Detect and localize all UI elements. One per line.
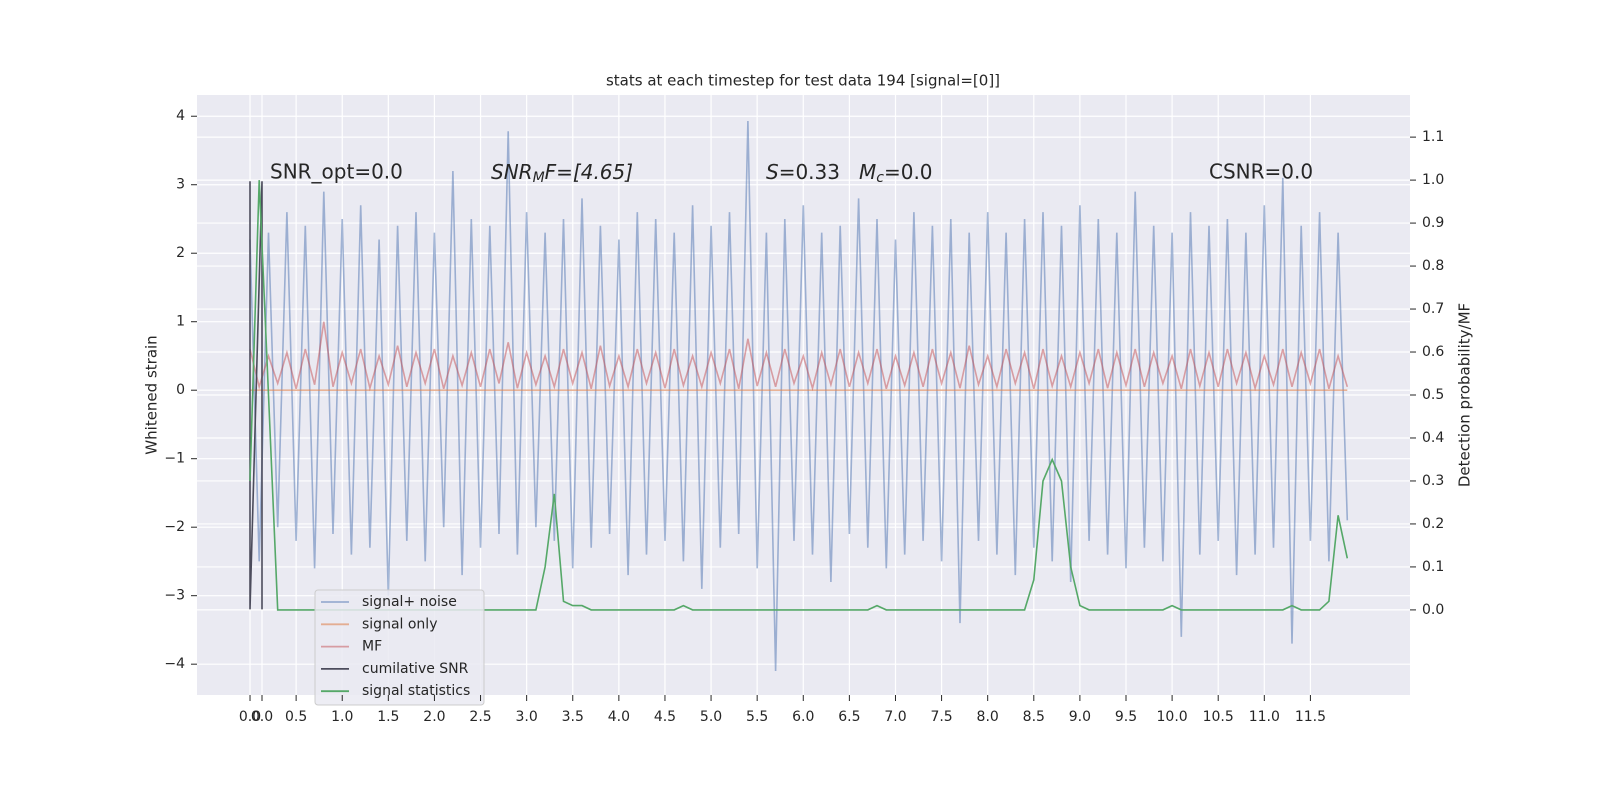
- x-tick-label: 1.5: [377, 709, 399, 725]
- x-tick-label: 7.5: [930, 709, 952, 725]
- x-tick-label: 10.0: [1157, 709, 1188, 725]
- annotation-part: F=[4.65]: [545, 160, 633, 184]
- legend-box: [314, 589, 485, 706]
- x-tick-label: 7.0: [884, 709, 906, 725]
- y-tick-label: −2: [164, 519, 185, 535]
- x-tick-label: 2.0: [423, 709, 445, 725]
- x-tick-label: 6.5: [838, 709, 860, 725]
- x-tick-label: 1.0: [331, 709, 353, 725]
- x-tick-label: 3.0: [516, 709, 538, 725]
- x-tick-label: 3.5: [562, 709, 584, 725]
- x-tick-label: 11.0: [1249, 709, 1280, 725]
- series-line: [249, 120, 1349, 672]
- legend-label: signal only: [362, 616, 437, 632]
- y-tick-label: 4: [176, 108, 185, 124]
- x-tick-label: 6.0: [792, 709, 814, 725]
- y2-tick-label: 0.7: [1422, 301, 1444, 317]
- y2-tick-label: 0.5: [1422, 387, 1444, 403]
- y-tick-label: −1: [164, 451, 185, 467]
- x-tick-label: 9.5: [1115, 709, 1137, 725]
- y-axis-label: Whitened strain: [143, 335, 161, 454]
- annotation: S=0.33: [766, 160, 840, 184]
- x-tick-label: 0.5: [285, 709, 307, 725]
- legend: signal+ noise signal only MF cumilative SNR…: [314, 589, 485, 706]
- y2-tick-label: 0.9: [1422, 215, 1444, 231]
- y-tick-label: −4: [164, 656, 185, 672]
- y-tick-label: 3: [176, 177, 185, 193]
- y2-tick-label: 0.8: [1422, 258, 1444, 274]
- x-tick-label: 5.5: [746, 709, 768, 725]
- legend-label: cumilative SNR: [362, 661, 469, 677]
- x-tick-label: 8.0: [977, 709, 999, 725]
- y-tick-label: 1: [176, 314, 185, 330]
- x-tick-label: 5.0: [700, 709, 722, 725]
- y2-tick-label: 0.3: [1422, 473, 1444, 489]
- y2-tick-label: 0.2: [1422, 516, 1444, 532]
- x-tick-label: 4.5: [654, 709, 676, 725]
- annotation-part: =0.0: [884, 160, 933, 184]
- series-line: [249, 321, 1349, 392]
- annotation: SNRMF=[4.65]: [491, 160, 633, 187]
- legend-label: signal+ noise: [362, 594, 457, 610]
- x-tick-label: 9.0: [1069, 709, 1091, 725]
- annotation-part: =0.33: [779, 160, 840, 184]
- x-tick-label: 10.5: [1203, 709, 1234, 725]
- x-tick-label: 0.0: [239, 709, 261, 725]
- annotation-part: SNR: [491, 160, 533, 184]
- legend-label: MF: [362, 639, 382, 655]
- annotation: CSNR=0.0: [1209, 160, 1313, 184]
- x-tick-label: 4.0: [608, 709, 630, 725]
- annotation: Mc=0.0: [859, 160, 933, 187]
- series-line: [249, 181, 263, 610]
- legend-label: signal statistics: [362, 683, 470, 699]
- annotation: SNR_opt=0.0: [270, 160, 403, 184]
- y2-tick-label: 0.1: [1422, 559, 1444, 575]
- marks: [249, 120, 1349, 672]
- annotation-part: S: [766, 160, 779, 184]
- annotation-part: M: [533, 170, 545, 186]
- y2-tick-label: 0.0: [1422, 602, 1444, 618]
- y-tick-label: −3: [164, 588, 185, 604]
- y-tick-label: 0: [176, 382, 185, 398]
- annotation-part: c: [876, 170, 884, 186]
- y2-tick-label: 0.4: [1422, 430, 1444, 446]
- y2-tick-label: 1.0: [1422, 172, 1444, 188]
- x-tick-label: 11.5: [1295, 709, 1326, 725]
- x-tick-label: 0.0: [251, 709, 273, 725]
- y-tick-label: 2: [176, 245, 185, 261]
- y2-tick-label: 0.6: [1422, 344, 1444, 360]
- annotation-part: M: [859, 160, 876, 184]
- y2-tick-label: 1.1: [1422, 129, 1444, 145]
- y2-axis-label: Detection probability/MF: [1456, 303, 1474, 487]
- chart-title: stats at each timestep for test data 194…: [606, 72, 1000, 90]
- x-tick-label: 8.5: [1023, 709, 1045, 725]
- x-tick-label: 2.5: [469, 709, 491, 725]
